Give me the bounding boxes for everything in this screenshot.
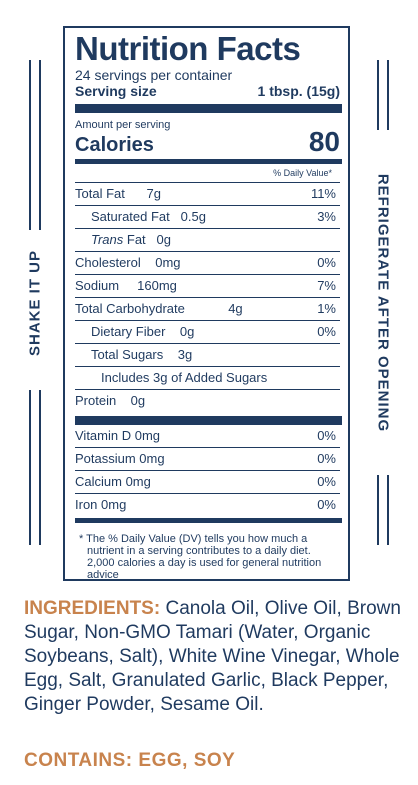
calories-label: Calories [75, 134, 154, 156]
serving-size-value: 1 tbsp. (15g) [257, 83, 340, 99]
nutrient-dv: 11% [310, 186, 336, 201]
nutrient-amount: 7g [146, 186, 161, 201]
vitamin-dv: 0% [317, 497, 336, 512]
nutrient-label: Total Carbohydrate [75, 301, 185, 316]
vitamin-label: Vitamin D 0mg [75, 428, 161, 443]
vitamin-row-calcium: Calcium 0mg 0% [75, 471, 340, 494]
nutrient-dv [336, 229, 340, 251]
nutrient-row-added-sugars: Includes 3g of Added Sugars [75, 367, 340, 390]
footnote-line: nutrient in a serving contributes to a d… [87, 545, 311, 557]
thick-divider-vitamins [75, 416, 342, 425]
vitamin-row-iron: Iron 0mg 0% [75, 494, 340, 516]
vitamin-label: Iron 0mg [75, 497, 127, 512]
thick-divider [75, 104, 342, 113]
vitamin-row-potassium: Potassium 0mg 0% [75, 448, 340, 471]
footnote-line: advice [87, 569, 119, 581]
nutrient-label: Cholesterol [75, 255, 141, 270]
vitamin-dv: 0% [317, 474, 336, 489]
left-divider-bottom-2 [39, 390, 41, 545]
nutrient-row-total-sugars: Total Sugars 3g [75, 344, 340, 367]
nutrient-label: Saturated Fat [91, 209, 170, 224]
nutrient-label: Sodium [75, 278, 120, 293]
footnote-line: 2,000 calories a day is used for general… [87, 557, 322, 569]
contains-allergens: CONTAINS: EGG, SOY [24, 750, 236, 771]
left-side-banner: SHAKE IT UP [20, 60, 50, 545]
right-side-banner: REFRIGERATE AFTER OPENING [368, 60, 398, 545]
calories-row: Calories 80 [75, 126, 340, 157]
serving-size-label: Serving size [75, 83, 157, 99]
right-divider-top-1 [377, 60, 379, 130]
nutrient-amount: 0mg [155, 255, 181, 270]
nutrient-label: Trans [91, 232, 124, 247]
nutrient-label-suffix: Fat [126, 232, 146, 247]
vitamin-label: Potassium 0mg [75, 451, 165, 466]
calories-value: 80 [308, 126, 340, 157]
nutrient-dv: 0% [317, 255, 336, 270]
left-divider-top-1 [29, 60, 31, 230]
right-divider-bottom-1 [377, 475, 379, 545]
serving-size-row: Serving size 1 tbsp. (15g) [75, 83, 340, 100]
nutrient-amount: 0g [179, 324, 195, 339]
vitamin-dv: 0% [317, 428, 336, 443]
nutrient-row-cholesterol: Cholesterol 0mg 0% [75, 252, 340, 275]
nutrient-amount: 0g [130, 393, 146, 408]
nutrient-dv: 1% [317, 301, 336, 316]
nutrient-row-trans-fat: Trans Fat 0g [75, 229, 340, 252]
nutrient-label: Total Sugars [91, 347, 164, 362]
nutrient-label: Total Fat [75, 186, 125, 201]
nutrient-row-total-carbohydrate: Total Carbohydrate 4g 1% [75, 298, 340, 321]
amount-per-serving: Amount per serving [75, 119, 171, 131]
ingredients-block: INGREDIENTS: Canola Oil, Olive Oil, Brow… [24, 597, 404, 717]
nutrient-row-saturated-fat: Saturated Fat 0.5g 3% [75, 206, 340, 229]
nutrient-dv [336, 390, 340, 412]
left-divider-top-2 [39, 60, 41, 230]
medium-divider-footnote [75, 518, 342, 523]
footnote-line: * The % Daily Value (DV) tells you how m… [79, 533, 308, 545]
nutrient-label: Includes 3g of Added Sugars [101, 370, 268, 385]
vitamin-dv: 0% [317, 451, 336, 466]
servings-per-container: 24 servings per container [75, 67, 233, 83]
panel-title: Nutrition Facts [75, 30, 301, 67]
medium-divider [75, 159, 342, 164]
nutrient-dv [336, 344, 340, 366]
nutrient-row-dietary-fiber: Dietary Fiber 0g 0% [75, 321, 340, 344]
footnote: * The % Daily Value (DV) tells you how m… [75, 523, 340, 581]
nutrient-row-total-fat: Total Fat 7g 11% [75, 183, 340, 206]
nutrient-amount: 0.5g [180, 209, 206, 224]
daily-value-header: % Daily Value* [75, 164, 340, 183]
nutrient-amount: 0g [156, 232, 171, 247]
nutrient-dv: 7% [317, 278, 336, 293]
vitamin-label: Calcium 0mg [75, 474, 151, 489]
nutrient-amount: 4g [228, 301, 243, 316]
right-divider-top-2 [387, 60, 389, 130]
nutrient-dv: 0% [317, 324, 336, 339]
nutrient-dv: 3% [317, 209, 336, 224]
nutrient-label: Protein [75, 393, 117, 408]
nutrition-facts-panel: Nutrition Facts 24 servings per containe… [63, 26, 350, 581]
nutrient-row-sodium: Sodium 160mg 7% [75, 275, 340, 298]
nutrient-dv [336, 367, 340, 389]
right-divider-bottom-2 [387, 475, 389, 545]
nutrient-row-protein: Protein 0g [75, 390, 340, 412]
nutrient-amount: 3g [177, 347, 193, 362]
nutrient-amount: 160mg [137, 278, 177, 293]
nutrient-label: Dietary Fiber [91, 324, 166, 339]
shake-it-up-text: SHAKE IT UP [26, 249, 44, 356]
refrigerate-text: REFRIGERATE AFTER OPENING [374, 173, 392, 432]
vitamin-row-vitamin-d: Vitamin D 0mg 0% [75, 425, 340, 448]
left-divider-bottom-1 [29, 390, 31, 545]
ingredients-label: INGREDIENTS: [24, 598, 161, 619]
ingredients-text: Canola Oil, Olive Oil, Brown Sugar, Non-… [24, 598, 401, 715]
